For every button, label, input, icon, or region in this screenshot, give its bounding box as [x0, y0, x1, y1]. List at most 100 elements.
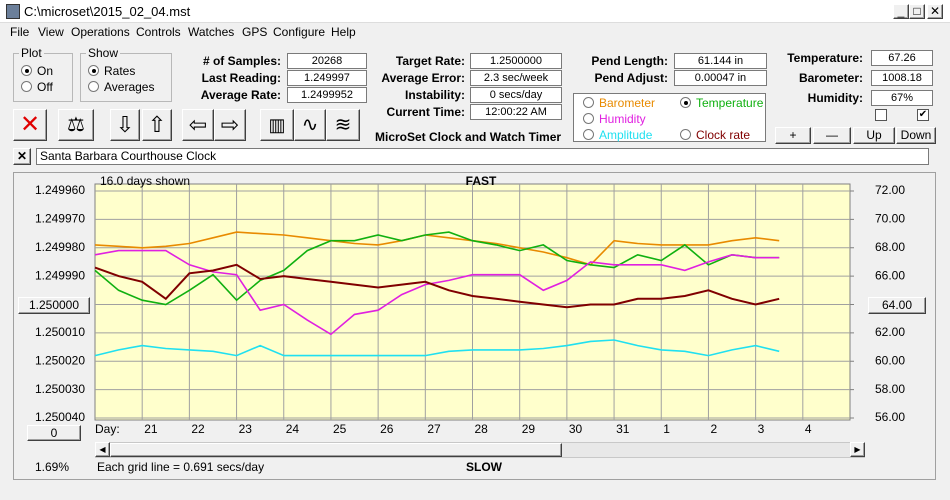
y-tick-label: 1.249980 [35, 240, 85, 254]
checkbox[interactable]: ✔ [917, 109, 929, 121]
field-value: 0 secs/day [470, 87, 562, 103]
menu-item[interactable]: Operations [71, 25, 130, 39]
field-value: 12:00:22 AM [470, 104, 562, 120]
scroll-left[interactable]: ◀ [95, 442, 110, 457]
legend-label: Humidity [599, 112, 646, 126]
field-label: Pend Length: [591, 54, 668, 68]
menu-item[interactable]: Configure [273, 25, 326, 39]
field-value: 2.3 sec/week [470, 70, 562, 86]
field-label: Pend Adjust: [594, 71, 668, 85]
x-tick-label: 3 [758, 422, 765, 436]
radio-option[interactable]: On [21, 64, 53, 78]
y2-tick-label: 62.00 [875, 325, 905, 339]
toolbar-button[interactable]: ⚖ [58, 109, 94, 141]
y-tick-label: 1.249960 [35, 183, 85, 197]
x-tick-label: 31 [616, 422, 630, 436]
menu-item[interactable]: Watches [188, 25, 235, 39]
close[interactable]: ✕ [927, 4, 943, 19]
group-title: Plot [19, 46, 44, 60]
series-option[interactable]: Clock rate [680, 128, 750, 142]
axis-button[interactable]: 64.00 [868, 296, 926, 314]
x-tick-label: 29 [522, 422, 536, 436]
series-option[interactable]: Amplitude [583, 128, 652, 142]
clear-button[interactable]: ✕ [13, 148, 31, 165]
radio-label: Off [37, 80, 53, 94]
menu-item[interactable]: Controls [136, 25, 181, 39]
app-name: MicroSet Clock and Watch Timer [375, 130, 562, 144]
radio[interactable] [21, 65, 32, 76]
radio[interactable] [88, 81, 99, 92]
button[interactable]: Up [853, 127, 895, 144]
y-tick-label: 1.250010 [35, 325, 85, 339]
button[interactable]: + [775, 127, 811, 144]
x-tick-label: 27 [427, 422, 441, 436]
radio[interactable] [583, 97, 594, 108]
y2-tick-label: 72.00 [875, 183, 905, 197]
group-title: Show [86, 46, 121, 60]
field-label: Humidity: [807, 91, 863, 105]
minimize[interactable]: _ [893, 4, 909, 19]
button[interactable]: Down [896, 127, 936, 144]
menu-item[interactable]: Help [331, 25, 356, 39]
radio[interactable] [583, 113, 594, 124]
menu-item[interactable]: GPS [242, 25, 268, 39]
x-tick-label: 22 [191, 422, 205, 436]
x-tick-label: 4 [805, 422, 812, 436]
radio[interactable] [680, 129, 691, 140]
radio-label: On [37, 64, 54, 78]
menu-item[interactable]: View [38, 25, 64, 39]
field-label: Target Rate: [395, 54, 465, 68]
series-option[interactable]: Humidity [583, 112, 646, 126]
x-tick-label: 1 [663, 422, 670, 436]
legend-label: Temperature [696, 96, 764, 110]
window-title: C:\microset\2015_02_04.mst [24, 4, 191, 19]
radio-label: Averages [104, 80, 155, 94]
series-option[interactable]: Temperature [680, 96, 763, 110]
toolbar-button[interactable]: ⇩ [110, 109, 140, 141]
y-tick-label: 1.250020 [35, 353, 85, 367]
field-value: 1008.18 [871, 70, 933, 86]
series-line [94, 339, 780, 357]
menu-item[interactable]: File [10, 25, 30, 39]
toolbar-button[interactable]: ⇦ [182, 109, 214, 141]
maximize[interactable]: □ [909, 4, 925, 19]
toolbar-button[interactable]: ≋ [326, 109, 360, 141]
radio[interactable] [680, 97, 691, 108]
series-option[interactable]: Barometer [583, 96, 655, 110]
toolbar-button[interactable]: ▥ [260, 109, 294, 141]
clock-name: Santa Barbara Courthouse Clock [36, 148, 929, 165]
radio-option[interactable]: Off [21, 80, 53, 94]
radio[interactable] [583, 129, 594, 140]
radio-option[interactable]: Averages [88, 80, 154, 94]
y-tick-label: 1.249990 [35, 268, 85, 282]
y2-tick-label: 58.00 [875, 382, 905, 396]
radio[interactable] [88, 65, 99, 76]
x-tick-label: 28 [475, 422, 489, 436]
axis-button[interactable]: 1.250000 [18, 296, 90, 314]
y-tick-label: 1.250040 [35, 410, 85, 424]
y2-tick-label: 68.00 [875, 240, 905, 254]
group-box [80, 53, 172, 102]
field-label: Average Error: [381, 71, 465, 85]
x-tick-label: 2 [710, 422, 717, 436]
series-box [573, 93, 766, 142]
series-line [94, 231, 780, 266]
button[interactable]: — [813, 127, 851, 144]
toolbar-button[interactable]: ⇨ [214, 109, 246, 141]
radio-option[interactable]: Rates [88, 64, 135, 78]
days-shown: 16.0 days shown [100, 174, 190, 188]
field-value: 0.00047 in [674, 70, 767, 86]
scroll-right[interactable]: ▶ [850, 442, 865, 457]
scroll-thumb[interactable] [110, 443, 562, 457]
toolbar-button[interactable]: ⇧ [142, 109, 172, 141]
x-tick-label: 26 [380, 422, 394, 436]
checkbox[interactable] [875, 109, 887, 121]
series-line [94, 231, 780, 306]
radio[interactable] [21, 81, 32, 92]
toolbar-button[interactable]: ✕ [13, 109, 47, 141]
toolbar-button[interactable]: ∿ [294, 109, 326, 141]
offset-button[interactable]: 0 [27, 425, 81, 441]
x-tick-label: 21 [144, 422, 158, 436]
